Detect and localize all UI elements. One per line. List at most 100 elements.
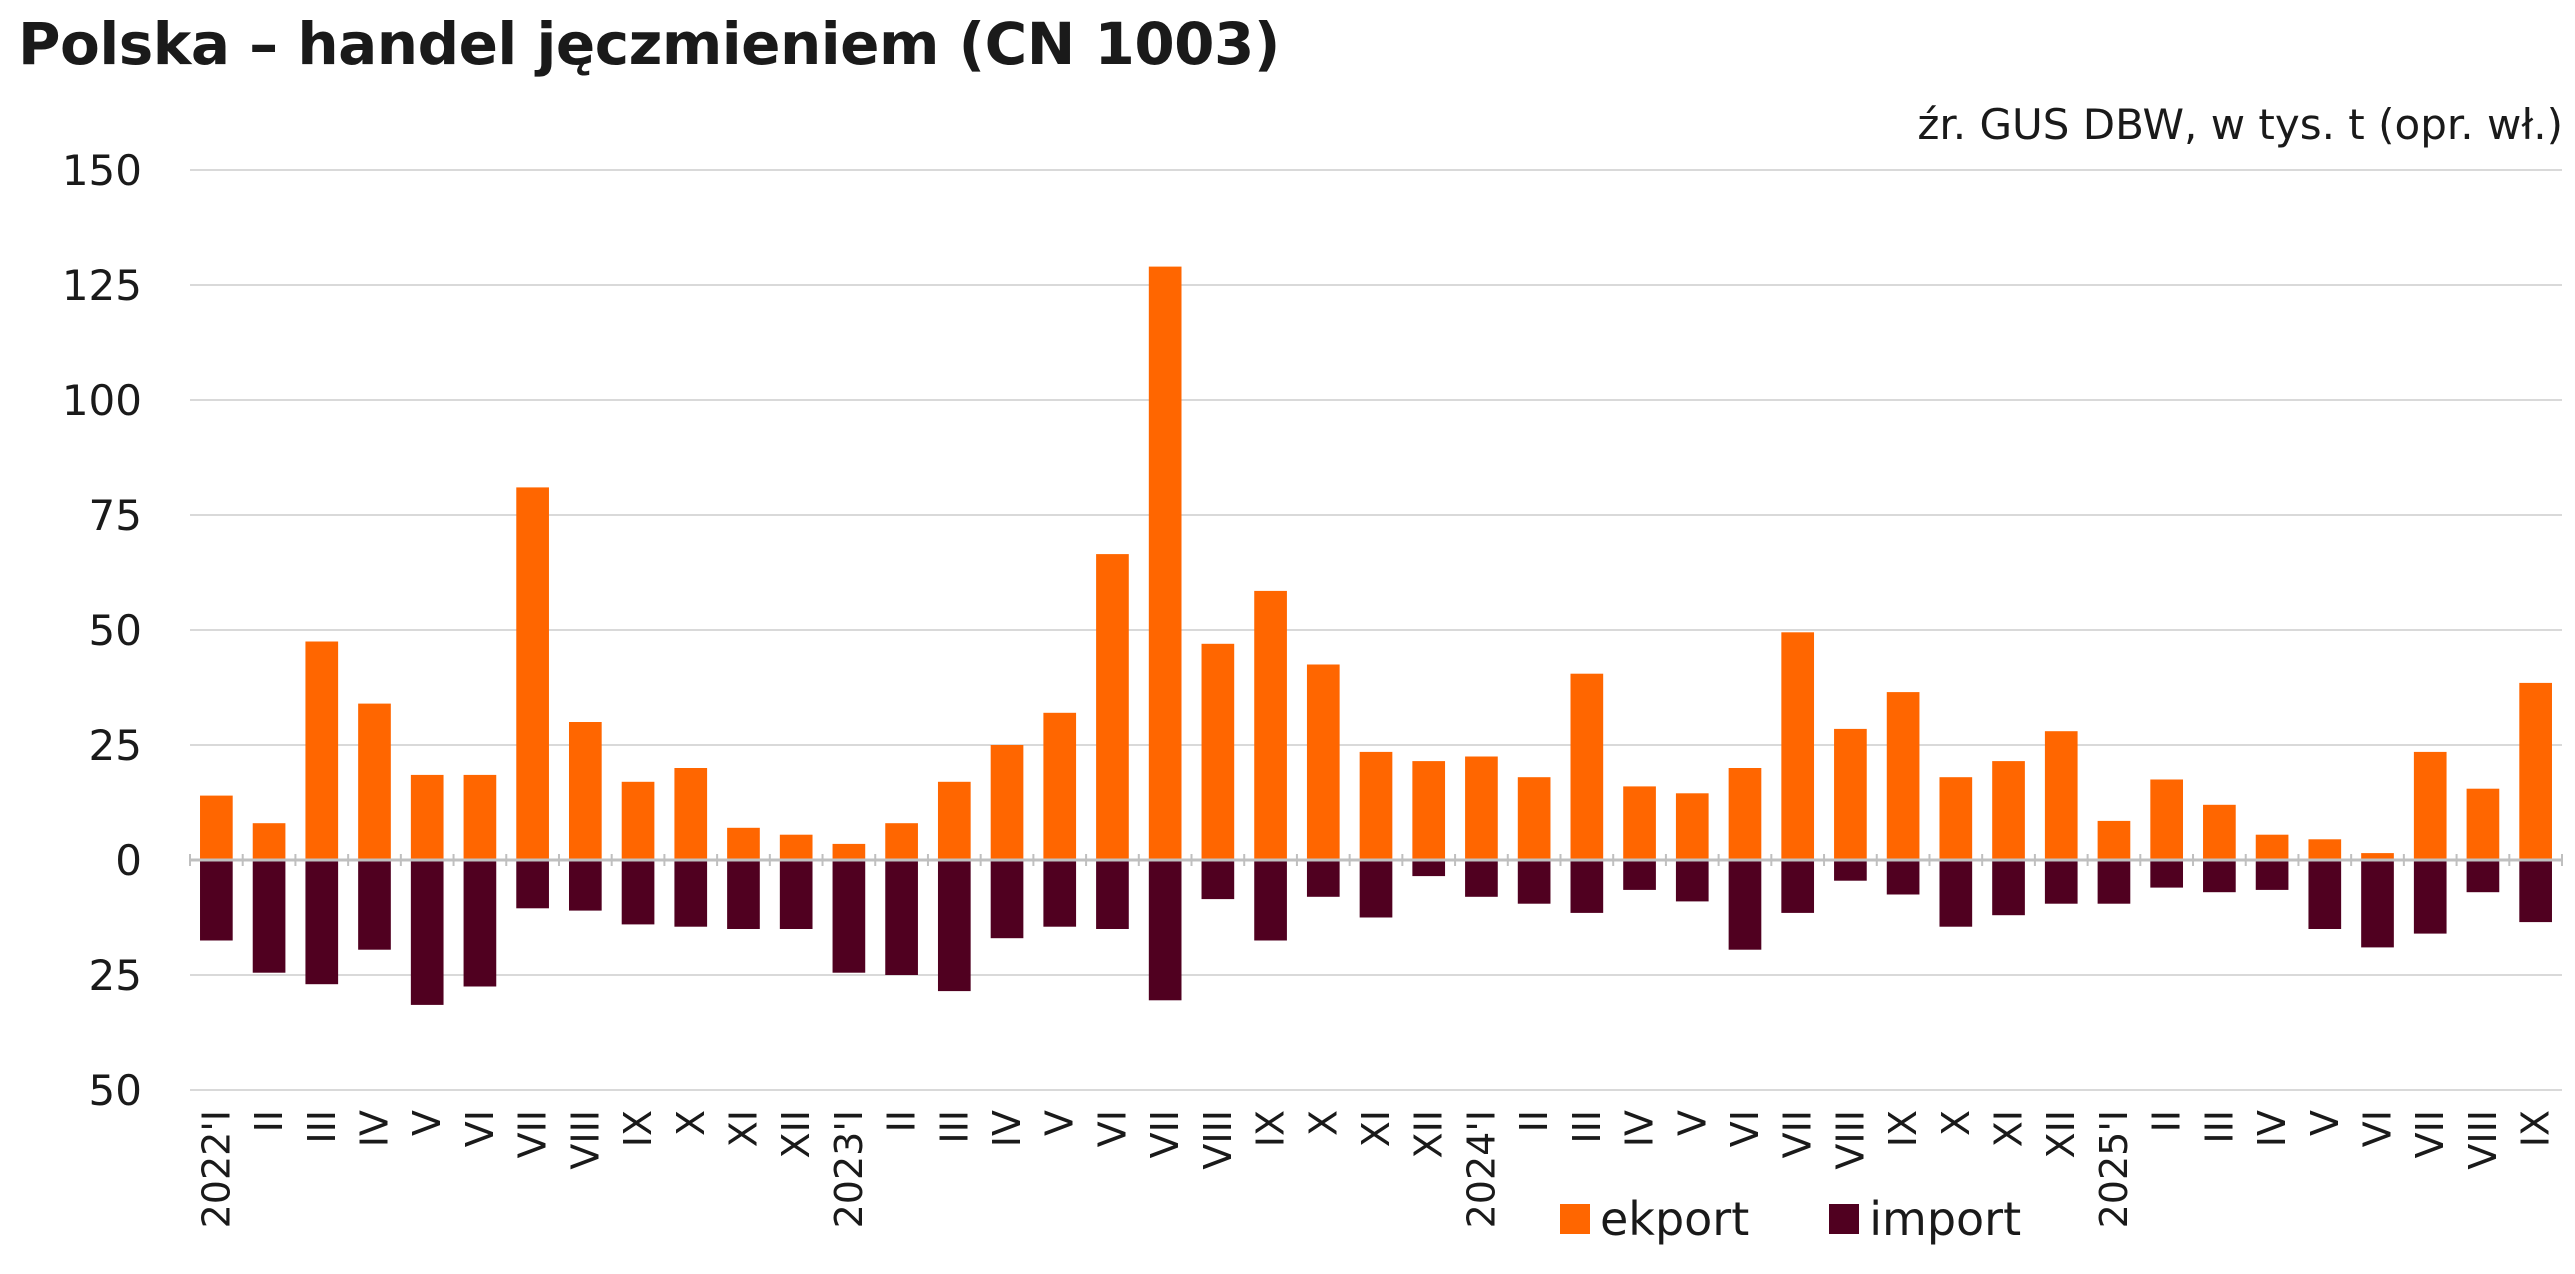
x-tick-label: II	[1512, 1110, 1556, 1132]
export-bar	[1517, 777, 1551, 860]
import-bar	[1254, 860, 1287, 941]
legend-item-import: import	[1829, 1192, 2021, 1246]
export-bar	[516, 487, 549, 860]
export-bar	[252, 823, 286, 860]
x-tick-label: X	[1301, 1110, 1345, 1136]
legend: ekport import	[1560, 1192, 2021, 1246]
import-bar	[2413, 860, 2447, 934]
export-bar	[1359, 751, 1393, 860]
legend-label-export: ekport	[1600, 1192, 1750, 1246]
export-bar	[2044, 731, 2078, 860]
export-bar	[2361, 853, 2394, 860]
x-tick-label: IX	[616, 1110, 660, 1147]
import-bar	[358, 860, 391, 950]
x-tick-label: VII	[1143, 1110, 1187, 1158]
x-tick-label: XI	[1354, 1110, 1398, 1147]
import-bar	[1465, 860, 1498, 897]
import-bar	[2466, 860, 2500, 893]
chart-title: Polska – handel jęczmieniem (CN 1003)	[18, 10, 1280, 78]
import-bar	[2308, 860, 2342, 929]
import-bar	[990, 860, 1024, 939]
import-bar	[779, 860, 813, 929]
export-bar	[2413, 751, 2447, 860]
x-tick-label: VIII	[563, 1110, 607, 1170]
x-tick-label: II	[880, 1110, 924, 1132]
x-tick-label: VIII	[2461, 1110, 2505, 1170]
export-bar	[990, 745, 1024, 860]
export-bar	[1834, 728, 1867, 860]
export-bar	[727, 827, 760, 860]
import-bar	[727, 860, 760, 929]
y-tick-label: 50	[89, 1066, 142, 1115]
x-tick-label: II	[247, 1110, 291, 1132]
x-tick-label: XII	[774, 1110, 818, 1158]
export-bar	[779, 834, 813, 860]
export-bar	[1992, 761, 2025, 860]
x-tick-label: XI	[721, 1110, 765, 1147]
import-bar	[200, 860, 233, 941]
x-tick-label: III	[2197, 1110, 2241, 1144]
import-bar	[832, 860, 866, 973]
export-bar	[305, 641, 339, 860]
x-tick-label: IX	[2514, 1110, 2558, 1147]
x-tick-label: VII	[2408, 1110, 2452, 1158]
legend-swatch-import	[1829, 1204, 1860, 1234]
import-bar	[1359, 860, 1393, 918]
export-bar	[621, 781, 655, 860]
export-bar	[2308, 839, 2342, 860]
import-bar	[1096, 860, 1129, 929]
import-bar	[1623, 860, 1656, 890]
export-bar	[885, 823, 918, 860]
export-bar	[1781, 632, 1815, 860]
x-tick-label: IX	[1881, 1110, 1925, 1147]
import-bar	[1043, 860, 1077, 927]
export-bar	[1096, 554, 1129, 860]
x-tick-label: III	[1565, 1110, 1609, 1144]
import-bar	[1939, 860, 1973, 927]
import-bar	[885, 860, 918, 975]
y-tick-label: 25	[89, 721, 142, 770]
y-tick-label: 50	[89, 606, 142, 655]
export-bar	[463, 774, 497, 860]
import-bar	[1517, 860, 1551, 904]
import-bar	[2255, 860, 2289, 890]
import-bar	[2150, 860, 2184, 888]
x-tick-label: V	[1670, 1110, 1714, 1136]
import-bar	[252, 860, 286, 973]
import-bar	[568, 860, 602, 911]
import-bar	[1781, 860, 1815, 913]
import-bar	[1886, 860, 1920, 895]
import-bar	[516, 860, 549, 909]
x-tick-label: VI	[2356, 1110, 2400, 1147]
chart-source: źr. GUS DBW, w tys. t (opr. wł.)	[1917, 100, 2563, 149]
import-bar	[1201, 860, 1235, 900]
export-bar	[410, 774, 444, 860]
export-bar	[2203, 804, 2236, 860]
import-bar	[2361, 860, 2394, 948]
export-bar	[1148, 266, 1182, 861]
export-bar	[358, 703, 391, 860]
import-bar	[2203, 860, 2236, 893]
import-bar	[621, 860, 655, 925]
x-tick-label: III	[932, 1110, 976, 1144]
x-tick-label: 2023'I	[827, 1110, 871, 1228]
legend-label-import: import	[1869, 1192, 2022, 1246]
import-bar	[1728, 860, 1762, 950]
y-tick-label: 100	[62, 376, 142, 425]
x-tick-label: VII	[511, 1110, 555, 1158]
x-tick-label: X	[669, 1110, 713, 1136]
export-bar	[568, 722, 602, 860]
import-bar	[1306, 860, 1340, 897]
export-bar	[1728, 768, 1762, 860]
export-bar	[1570, 673, 1604, 860]
x-tick-label: VII	[1776, 1110, 1820, 1158]
x-tick-label: IV	[2250, 1110, 2294, 1147]
y-tick-label: 0	[115, 836, 142, 885]
import-bar	[674, 860, 708, 927]
export-bar	[1886, 692, 1920, 860]
export-bar	[832, 843, 866, 860]
x-tick-label: V	[405, 1110, 449, 1136]
export-bar	[2255, 834, 2289, 860]
y-tick-label: 25	[89, 951, 142, 1000]
